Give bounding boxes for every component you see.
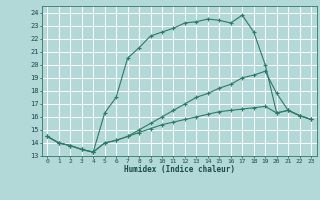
X-axis label: Humidex (Indice chaleur): Humidex (Indice chaleur) — [124, 165, 235, 174]
